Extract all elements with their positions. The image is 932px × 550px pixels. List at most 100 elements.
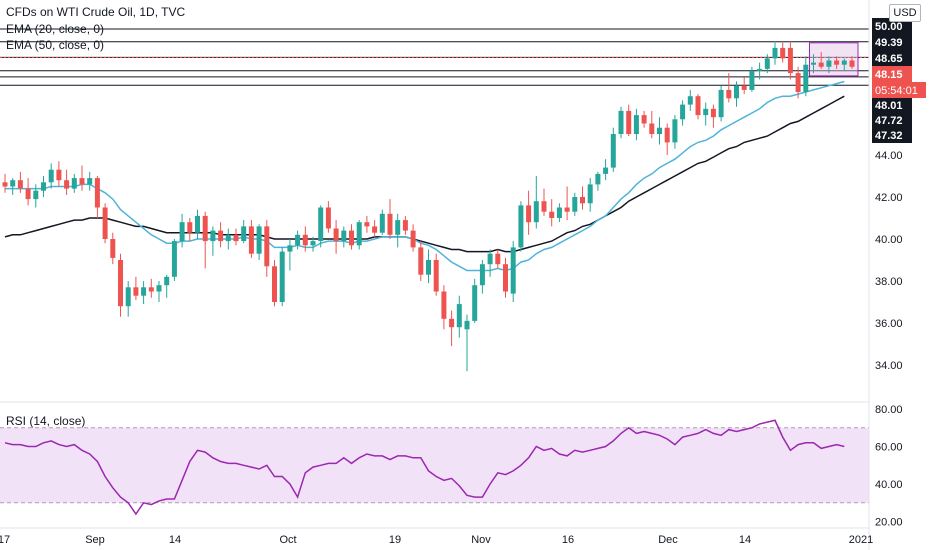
candle-body <box>64 180 70 189</box>
candle-body <box>110 239 116 258</box>
candle <box>464 314 470 372</box>
candle-body <box>133 287 139 296</box>
candle <box>2 173 8 193</box>
candle <box>680 100 686 126</box>
candle-body <box>549 211 555 218</box>
rsi-legend[interactable]: RSI (14, close) <box>6 414 86 428</box>
candle <box>210 226 216 256</box>
candle <box>118 253 123 317</box>
candle-body <box>703 108 709 116</box>
rsi-line <box>4 419 845 516</box>
candle-body <box>25 188 31 200</box>
time-axis[interactable]: 17 Sep 14 Oct 19 Nov 16 Dec 14 2021 <box>0 527 873 546</box>
countdown-badge <box>872 82 926 98</box>
candle <box>287 239 293 271</box>
candle <box>133 276 139 300</box>
ema50-path <box>4 95 845 253</box>
level-price-label: 47.32 <box>875 130 903 142</box>
candle-body <box>210 230 216 242</box>
level-price-label: 47.72 <box>875 115 903 127</box>
candle-body <box>264 226 270 267</box>
currency-badge[interactable]: USD <box>889 4 921 22</box>
candle-body <box>564 207 570 212</box>
candle-body <box>657 127 662 134</box>
candle <box>841 58 847 71</box>
candle-body <box>256 226 262 254</box>
level-price-badge <box>872 97 912 113</box>
candle <box>195 209 200 239</box>
candle <box>556 203 562 223</box>
candle <box>202 211 208 269</box>
candle-body <box>587 184 593 204</box>
candle <box>641 110 647 128</box>
candle-body <box>118 260 123 307</box>
time-tick-label: Nov <box>471 534 491 546</box>
candle-body <box>202 215 208 242</box>
price-axis[interactable]: 34.00 36.00 38.00 40.00 42.00 44.00 50.00 49.39… <box>868 0 926 550</box>
candle <box>41 176 46 197</box>
candle-body <box>641 115 647 124</box>
candle-body <box>433 260 439 292</box>
candle <box>503 257 508 298</box>
candle <box>48 163 54 189</box>
range-box <box>809 42 859 77</box>
countdown-label: 05:54:01 <box>875 85 918 97</box>
candle-body <box>179 222 185 242</box>
candle <box>333 220 339 254</box>
candle <box>780 41 786 63</box>
candle <box>572 192 578 216</box>
ema20-legend[interactable]: EMA (20, close, 0) <box>6 22 105 36</box>
candle <box>341 226 347 248</box>
chart-title: CFDs on WTI Crude Oil, 1D, TVC <box>6 5 186 19</box>
candle <box>479 260 485 294</box>
candle <box>526 190 532 235</box>
candle <box>295 230 301 250</box>
candle <box>549 199 555 227</box>
candle <box>564 186 570 221</box>
candle-body <box>410 230 416 248</box>
price-range-box[interactable] <box>809 42 859 77</box>
candle-body <box>495 253 501 265</box>
candle <box>456 295 462 338</box>
candle-body <box>94 178 100 208</box>
candle <box>664 123 670 155</box>
candle <box>71 173 77 193</box>
candle-body <box>626 110 632 134</box>
candle-body <box>533 201 539 223</box>
candle-body <box>680 104 686 120</box>
candle <box>33 184 39 208</box>
candle-body <box>41 182 46 191</box>
current-price-label: 48.15 <box>875 69 903 81</box>
candle-body <box>526 205 532 223</box>
candle-body <box>503 264 508 292</box>
ema20-line <box>5 80 845 272</box>
candle-body <box>287 245 293 252</box>
ema50-legend[interactable]: EMA (50, close, 0) <box>6 38 105 52</box>
candle-body <box>734 85 739 99</box>
candle-body <box>187 222 193 233</box>
candle <box>94 176 100 218</box>
candle <box>495 249 501 269</box>
level-price-label: 48.01 <box>875 100 903 112</box>
candle <box>102 203 108 244</box>
candle-body <box>787 47 793 74</box>
candle <box>849 56 855 69</box>
candle <box>356 220 362 250</box>
candle <box>426 249 431 284</box>
price-tick-label: 34.00 <box>875 360 903 372</box>
candle <box>310 236 316 252</box>
candle-body <box>849 60 855 67</box>
candle-body <box>279 251 285 302</box>
candle-body <box>395 220 401 235</box>
candle-body <box>479 264 485 286</box>
rsi-tick-label: 40.00 <box>875 479 903 491</box>
candle <box>449 310 455 347</box>
rsi-band-fill <box>0 427 869 503</box>
candle-body <box>757 68 763 71</box>
candle-body <box>418 247 424 275</box>
candle-body <box>387 213 393 235</box>
level-price-label: 49.39 <box>875 37 903 49</box>
candle <box>649 110 655 139</box>
candle <box>595 171 601 191</box>
